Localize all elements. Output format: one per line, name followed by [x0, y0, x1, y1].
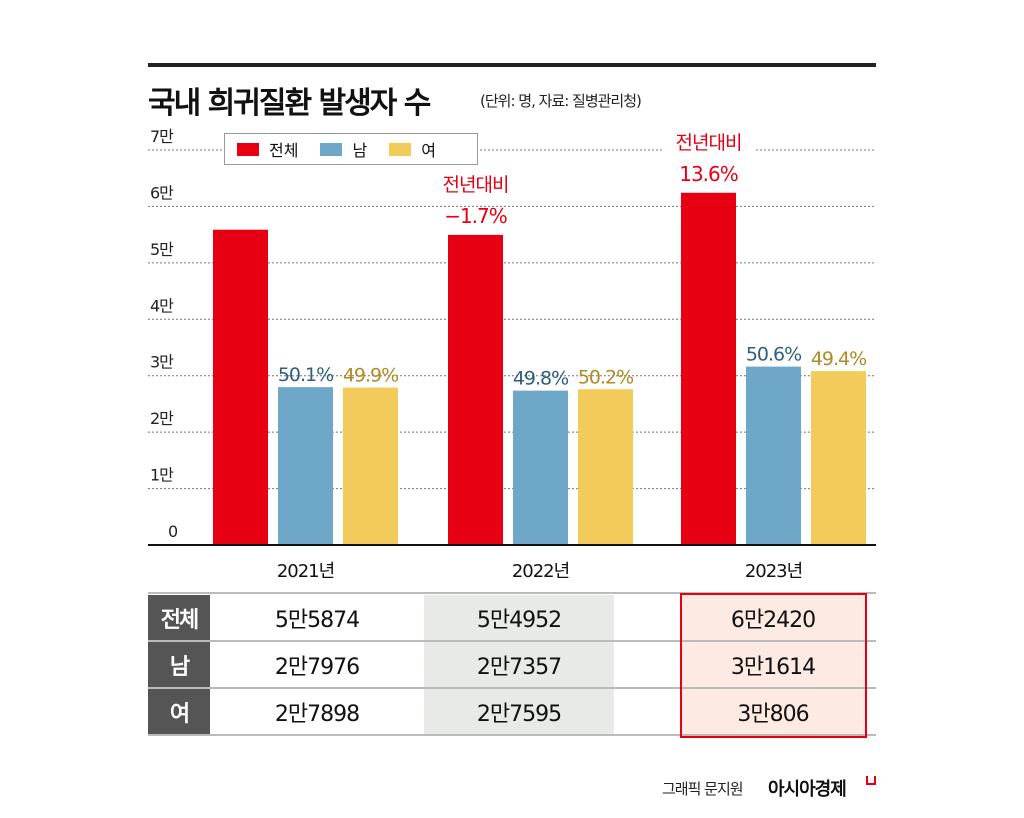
table-cell: 2만7357	[424, 642, 614, 687]
bar-female	[578, 389, 633, 545]
chart-subtitle: (단위: 명, 자료: 질병관리청)	[480, 92, 642, 110]
x-tick-label: 2022년	[512, 561, 569, 582]
table-row-male: 남 2만7976 2만7357 3만1614	[148, 642, 876, 689]
table-cell: 6만2420	[680, 595, 866, 640]
chart-title: 국내 희귀질환 발생자 수	[148, 86, 431, 121]
top-rule	[148, 63, 876, 67]
legend: 전체 남 여	[224, 133, 478, 165]
row-header: 여	[148, 689, 210, 734]
y-tick-label: 3만	[150, 353, 174, 372]
table-cell: 3만1614	[680, 642, 866, 687]
table-cell: 5만5874	[274, 607, 360, 633]
y-tick-label: 6만	[150, 183, 174, 202]
legend-label-female: 여	[421, 141, 436, 160]
table-cell: 3만806	[680, 689, 866, 734]
y-tick-label: 5만	[150, 240, 174, 259]
graphic-credit: 그래픽 문지원	[662, 780, 744, 798]
data-label-female: 49.9%	[343, 365, 398, 387]
bar-total	[448, 234, 503, 546]
highlight-2023-box	[680, 593, 867, 738]
y-tick-label: 4만	[150, 296, 174, 315]
data-label-female: 49.4%	[811, 348, 866, 370]
data-label-male: 50.1%	[278, 364, 333, 386]
table-top-rule	[148, 592, 876, 594]
legend-swatch-male	[320, 142, 343, 156]
data-label-male: 49.8%	[513, 368, 568, 390]
data-label-female: 50.2%	[578, 366, 633, 388]
row-header: 남	[148, 642, 210, 687]
bar-total	[213, 229, 268, 545]
table-row-female: 여 2만7898 2만7595 3만806	[148, 689, 876, 736]
annotation-bg	[429, 172, 522, 195]
annotation-line1: 전년대비	[676, 132, 742, 154]
x-tick-label: 2021년	[277, 561, 334, 582]
legend-label-total: 전체	[269, 141, 299, 160]
y-tick-label: 7만	[150, 127, 174, 146]
bar-total	[681, 192, 736, 545]
table-cell: 2만7595	[424, 689, 614, 734]
table-cell: 2만7898	[274, 701, 360, 727]
bars	[213, 192, 866, 546]
row-header: 전체	[148, 595, 210, 640]
annotation-line2: −1.7%	[444, 204, 507, 228]
data-label-male: 50.6%	[746, 344, 801, 366]
table-row-total: 전체 5만5874 5만4952 6만2420	[148, 595, 876, 642]
y-tick-label: 0	[168, 522, 178, 541]
annotation-bg	[662, 130, 755, 153]
y-axis-ticks: 0 1만 2만 3만 4만 5만 6만 7만	[150, 127, 179, 541]
bar-male	[278, 387, 333, 545]
x-tick-label: 2023년	[745, 561, 802, 582]
bar-female	[343, 387, 398, 545]
bar-chart: 0 1만 2만 3만 4만 5만 6만 7만 50.1% 49.9% 49.8% 50.2% 50.6…	[148, 127, 876, 582]
legend-item-total: 전체	[237, 137, 298, 161]
bar-male	[513, 390, 568, 545]
legend-swatch-female	[389, 142, 412, 156]
legend-item-male: 남	[320, 137, 367, 161]
annotation-line2: 13.6%	[679, 162, 738, 186]
brand-logo: 아시아경제	[768, 779, 847, 800]
x-axis-ticks: 2021년 2022년 2023년	[277, 561, 803, 582]
table-cell: 5만4952	[424, 595, 614, 640]
table-cell: 2만7976	[274, 654, 360, 680]
legend-item-female: 여	[389, 137, 436, 161]
bar-female	[811, 371, 866, 545]
y-tick-label: 1만	[150, 466, 174, 485]
bar-labels: 50.1% 49.9% 49.8% 50.2% 50.6% 49.4% 전년대비 −1.7% 전…	[278, 130, 867, 390]
legend-swatch-total	[237, 142, 259, 156]
annotation-line1: 전년대비	[443, 174, 509, 196]
legend-label-male: 남	[352, 141, 368, 160]
y-tick-label: 2만	[150, 409, 174, 428]
bar-male	[746, 366, 801, 545]
brand-mark-icon	[866, 776, 876, 785]
